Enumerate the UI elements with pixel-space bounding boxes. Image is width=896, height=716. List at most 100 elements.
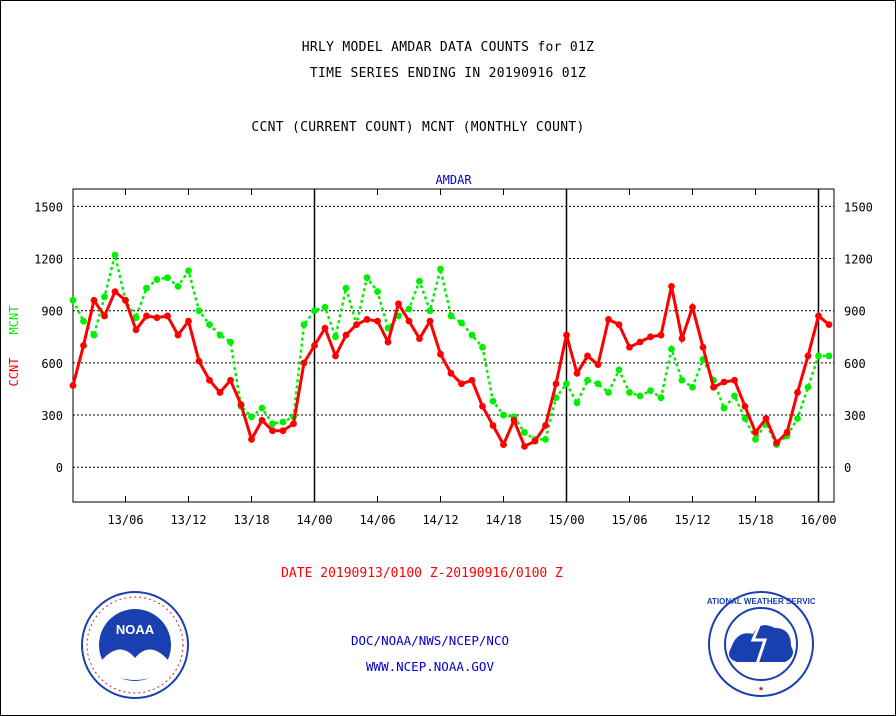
data-point-mcnt [804,383,812,391]
data-point-mcnt [458,319,465,327]
data-point-mcnt [794,415,801,422]
data-point-mcnt [741,415,749,422]
data-point-mcnt [185,267,192,275]
y-tick-label-left: 1200 [34,253,63,267]
data-point-ccnt [699,343,707,351]
data-point-mcnt [678,376,686,384]
chart-title-line2: TIME SERIES ENDING IN 20190916 01Z [309,66,587,81]
data-point-ccnt [825,321,833,329]
nws-logo-text: NATIONAL WEATHER SERVICE [707,597,815,606]
data-point-mcnt [573,399,581,407]
data-point-ccnt [321,324,329,332]
data-point-ccnt [342,331,350,339]
y-tick-label-left: 900 [41,305,63,319]
data-point-mcnt [416,277,423,285]
data-point-mcnt [521,429,528,436]
data-point-mcnt [174,282,182,290]
y-tick-label-left: 300 [41,409,63,423]
data-point-mcnt [636,392,644,400]
data-point-mcnt [195,307,203,315]
y-axis-label-mcnt: MCNT [7,306,21,335]
data-point-ccnt [510,416,518,424]
chart-title-line1: HRLY MODEL AMDAR DATA COUNTS for 01Z [301,40,595,55]
data-point-mcnt [248,413,255,421]
x-tick-label: 15/00 [548,513,584,527]
data-point-ccnt [773,439,780,447]
data-point-ccnt [500,441,507,449]
data-point-ccnt [384,338,392,346]
y-tick-label-right: 0 [844,461,851,475]
y-tick-label-right: 600 [844,357,866,371]
date-range-label: DATE 20190913/0100 Z-20190916/0100 Z [281,566,563,581]
data-point-mcnt [374,288,381,295]
x-tick-label: 13/12 [170,513,206,527]
data-point-ccnt [353,321,360,329]
data-point-mcnt [468,331,476,339]
data-point-mcnt [269,420,276,428]
x-tick-label: 14/00 [296,513,332,527]
data-point-mcnt [80,317,87,325]
data-point-ccnt [279,427,287,435]
x-tick-label: 13/18 [233,513,269,527]
data-point-ccnt [626,343,633,351]
data-point-mcnt [384,324,392,332]
data-point-ccnt [290,420,297,428]
data-point-ccnt [542,422,549,429]
plot-area [72,188,835,503]
data-point-ccnt [311,342,318,349]
data-point-ccnt [185,317,192,325]
data-point-mcnt [342,284,350,292]
data-point-mcnt [584,376,591,384]
x-tick-label: 16/00 [800,513,836,527]
data-point-ccnt [447,369,455,377]
data-point-mcnt [689,383,696,391]
data-point-ccnt [752,429,759,436]
data-point-ccnt [363,316,371,323]
data-point-ccnt [332,352,339,360]
data-point-ccnt [174,331,182,339]
data-point-ccnt [195,357,203,365]
data-point-ccnt [101,312,108,320]
x-tick-label: 15/12 [674,513,710,527]
data-point-mcnt [111,251,119,259]
data-point-ccnt [689,303,696,311]
data-point-mcnt [279,418,287,426]
data-point-ccnt [720,378,728,386]
data-point-mcnt [542,436,549,443]
data-point-mcnt [563,380,570,388]
data-point-mcnt [426,307,434,315]
noaa-logo: NOAA [81,591,189,699]
x-tick-label: 14/18 [485,513,521,527]
data-point-ccnt [216,389,224,396]
data-point-mcnt [720,404,728,412]
data-point-ccnt [237,401,245,409]
x-tick-label: 15/06 [611,513,647,527]
data-point-mcnt [332,333,339,341]
data-point-mcnt [300,321,308,329]
data-point-ccnt [479,402,486,410]
data-point-mcnt [101,293,108,301]
data-point-ccnt [731,376,738,384]
data-point-mcnt [825,352,833,360]
data-point-mcnt [258,404,266,412]
data-point-mcnt [615,366,623,374]
y-axis-label-ccnt: CCNT [7,358,21,387]
data-point-ccnt [615,321,623,329]
data-point-mcnt [90,331,98,339]
data-point-ccnt [783,429,791,436]
data-point-ccnt [395,300,402,308]
data-point-mcnt [363,274,371,282]
data-point-mcnt [447,312,455,320]
data-point-mcnt [594,380,602,388]
chart-title: AMDAR [435,173,472,187]
data-point-ccnt [405,317,413,325]
url-label: WWW.NCEP.NOAA.GOV [366,659,494,674]
data-point-mcnt [668,345,675,353]
data-point-ccnt [248,436,255,443]
data-point-mcnt [311,307,318,315]
data-point-ccnt [741,402,749,410]
data-point-ccnt [815,312,822,320]
data-point-ccnt [143,312,150,320]
x-tick-label: 14/12 [422,513,458,527]
data-point-mcnt [153,276,161,283]
